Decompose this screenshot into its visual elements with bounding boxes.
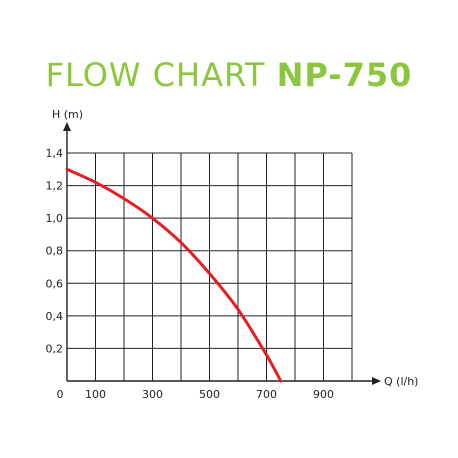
title-model: NP-750 <box>276 56 413 94</box>
chart-series <box>65 167 283 383</box>
flow-curve <box>65 167 283 383</box>
x-tick-label: 500 <box>199 388 220 401</box>
x-axis-arrow <box>372 377 381 385</box>
chart-axes <box>63 122 381 385</box>
chart-grid <box>67 152 353 381</box>
y-tick-label: 1,2 <box>46 180 64 193</box>
y-tick-label: 0,2 <box>46 342 64 355</box>
y-tick-label: 1,4 <box>46 147 64 160</box>
x-tick-label: 100 <box>85 388 106 401</box>
y-tick-label: 0,8 <box>46 245 64 258</box>
x-tick-label: 700 <box>256 388 277 401</box>
y-tick-label: 0,6 <box>46 277 64 290</box>
y-axis-arrow <box>63 122 71 131</box>
x-tick-label: 900 <box>313 388 334 401</box>
title-main: FLOW CHART <box>45 56 266 94</box>
chart-title: FLOW CHART NP-750 <box>0 56 458 94</box>
y-tick-label: 0,4 <box>46 310 64 323</box>
y-axis-label: H (m) <box>52 108 83 121</box>
y-tick-label: 1,0 <box>46 212 64 225</box>
x-axis-label: Q (l/h) <box>384 375 418 388</box>
x-tick-label: 0 <box>57 388 64 401</box>
chart-labels: 0,2 0,4 0,6 0,8 1,0 1,2 1,4 0 100 300 500 700 900 H (… <box>46 108 419 401</box>
x-tick-label: 300 <box>142 388 163 401</box>
